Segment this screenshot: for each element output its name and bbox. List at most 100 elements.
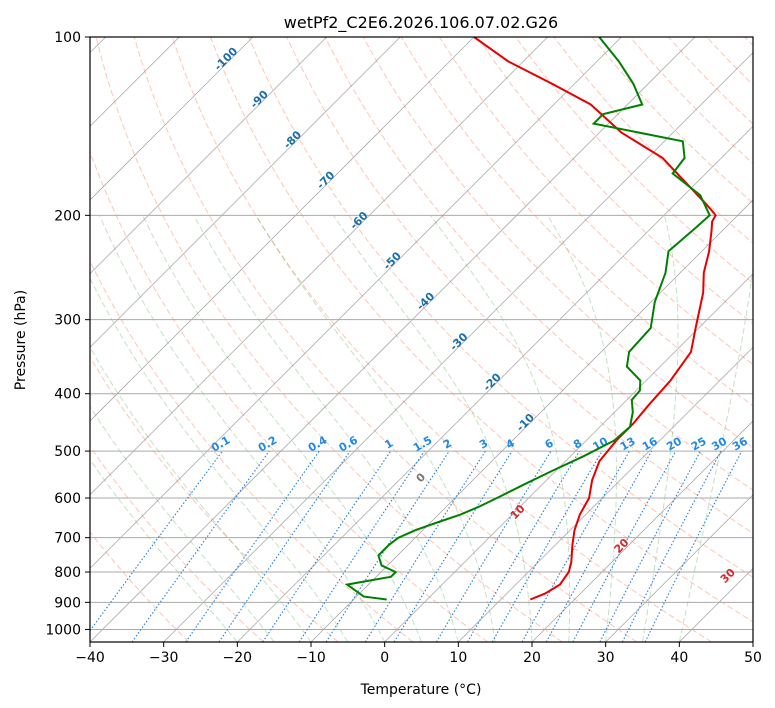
isotherm-line (310, 199, 753, 642)
mixing-ratio-label: 4 (504, 436, 517, 451)
y-tick-label: 1000 (45, 622, 81, 638)
y-tick-label: 400 (54, 387, 81, 403)
y-tick-label: 900 (54, 595, 81, 611)
isotherm-line (90, 37, 475, 422)
dry-adiabat (744, 37, 753, 47)
mixing-ratio-line (262, 450, 392, 642)
isotherm-line (90, 37, 622, 569)
mixing-ratio-line (545, 450, 653, 642)
dry-adiabat (90, 150, 488, 642)
moist-adiabat (90, 346, 312, 642)
mixing-ratio-line (599, 450, 701, 642)
y-tick-label: 300 (54, 313, 81, 329)
mixing-ratio-line (621, 450, 722, 642)
isotherm-line (605, 494, 753, 642)
isotherm-label: -40 (414, 290, 437, 313)
mixing-ratio-label: 3 (477, 437, 490, 452)
x-tick-label: −10 (296, 650, 326, 666)
dry-adiabat (90, 259, 414, 642)
mixing-ratio-line (90, 450, 223, 632)
isotherm-label: -90 (248, 88, 271, 111)
x-tick-label: −30 (149, 650, 179, 666)
mixing-ratio-line (185, 450, 320, 642)
y-tick-label: 500 (54, 444, 81, 460)
axes: −40 −30 −20 −10 0 10 20 30 40 5010020030040050060… (45, 30, 762, 666)
x-tick-label: 10 (449, 650, 467, 666)
dry-adiabat (133, 37, 638, 642)
dry-adiabat (90, 445, 264, 642)
y-tick-label: 100 (54, 30, 81, 46)
x-tick-label: −20 (223, 650, 253, 666)
moist-adiabat (90, 405, 275, 642)
mixing-ratio-line (298, 450, 425, 642)
moist-adiabat (90, 277, 349, 642)
mixing-ratio-label: 6 (543, 436, 556, 451)
dry-adiabat (668, 37, 753, 125)
isotherm-line (90, 37, 327, 275)
moist-adiabat (332, 215, 533, 642)
mixing-ratio-line (644, 450, 743, 642)
x-tick-label: 0 (380, 650, 389, 666)
dry-adiabat (706, 37, 753, 86)
chart-title: wetPf2_C2E6.2026.106.07.02.G26 (284, 13, 558, 33)
isotherm-line (384, 273, 753, 642)
mixing-ratio-line (435, 450, 552, 642)
x-tick-label: 20 (523, 650, 541, 666)
moist-adiabat (678, 264, 753, 642)
mixing-ratio-line (393, 450, 513, 642)
mixing-ratio-line (218, 450, 351, 642)
isotherm-label: -100 (212, 44, 241, 73)
moist-adiabat (90, 458, 238, 642)
y-axis-label: Pressure (hPa) (13, 290, 29, 390)
isotherm-label: -80 (281, 128, 304, 151)
y-tick-label: 700 (54, 531, 81, 547)
dry-adiabat-label: 0 (414, 470, 429, 485)
mixing-ratio-line (521, 450, 630, 642)
isotherm-label: -60 (347, 209, 370, 232)
x-tick-label: −40 (75, 650, 105, 666)
x-tick-label: 30 (597, 650, 615, 666)
mixing-ratio-line (131, 450, 270, 642)
dry-adiabat (248, 37, 753, 578)
dry-adiabat (438, 37, 753, 366)
isotherm-line (90, 37, 548, 496)
x-axis-label: Temperature (°C) (360, 682, 482, 698)
mixing-ratio-line (364, 450, 486, 642)
x-tick-label: 40 (670, 650, 688, 666)
isotherm-label: -70 (314, 168, 337, 191)
temperature-profile (473, 37, 717, 601)
dry-adiabat (400, 37, 753, 407)
mixing-ratio-line (325, 450, 450, 642)
dewpoint-profile (344, 37, 711, 601)
isotherm-line (458, 346, 753, 642)
isotherm-line (90, 37, 401, 348)
y-tick-label: 200 (54, 208, 81, 224)
mixing-ratio-line (467, 450, 580, 642)
dry-adiabat (171, 37, 712, 642)
plot-frame (89, 36, 754, 643)
isotherm-line (752, 641, 753, 642)
isotherm-line (90, 37, 254, 201)
y-tick-label: 600 (54, 491, 81, 507)
y-tick-label: 800 (54, 565, 81, 581)
x-tick-label: 50 (744, 650, 762, 666)
plot-area: 0.1 0.2 0.4 0.6 1 1.5 2 3 4 6 8 10 13 16 20 25 30 36-100-… (90, 37, 753, 642)
dry-adiabat (90, 531, 190, 642)
mixing-ratio-label: 2 (441, 437, 454, 452)
dry-adiabat (90, 356, 339, 642)
moist-adiabat (642, 215, 679, 642)
mixing-ratio-line (572, 450, 677, 642)
moist-adiabat (193, 215, 459, 642)
moist-adiabat (547, 215, 617, 642)
dry-adiabat (515, 37, 753, 284)
moist-adiabat (142, 215, 422, 642)
dry-adiabat (210, 37, 753, 623)
isotherm-line (531, 420, 753, 642)
isotherm-line (237, 125, 753, 642)
isotherm-label: -30 (447, 330, 470, 353)
isotherm-line (90, 37, 696, 642)
isotherm-label: -50 (381, 249, 404, 272)
isotherm-label: -20 (481, 370, 504, 393)
moist-adiabat (255, 215, 496, 642)
